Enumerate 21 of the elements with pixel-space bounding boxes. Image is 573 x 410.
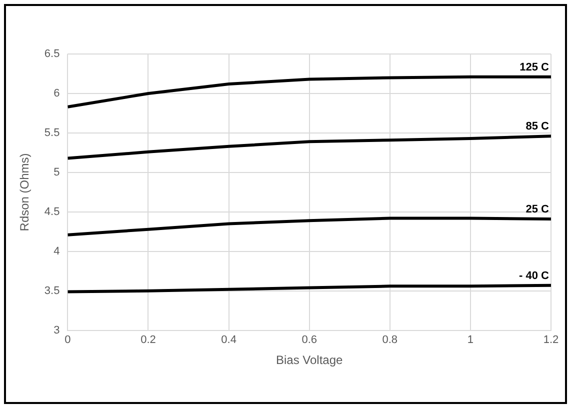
series-label: 125 C	[520, 61, 550, 74]
y-tick-label: 5.5	[44, 127, 60, 140]
x-tick-label: 0.6	[302, 334, 317, 346]
x-tick-label: 0.4	[221, 334, 236, 346]
y-tick-label: 3.5	[44, 284, 60, 297]
series-label: - 40 C	[519, 270, 550, 282]
series-label: 85 C	[526, 120, 550, 133]
x-tick-label: 1.2	[543, 334, 559, 346]
x-axis-title: Bias Voltage	[276, 353, 344, 368]
y-tick-label: 4.5	[44, 206, 60, 218]
y-tick-label: 5	[54, 166, 60, 178]
y-tick-label: 3	[54, 324, 60, 336]
y-tick-label: 6	[54, 88, 60, 100]
x-tick-label: 0.8	[382, 334, 398, 346]
x-tick-label: 0	[64, 334, 71, 346]
y-tick-label: 4	[54, 245, 60, 258]
y-axis-title: Rdson (Ohms)	[18, 153, 32, 232]
y-tick-label: 6.5	[44, 48, 60, 60]
x-tick-label: 0.2	[140, 334, 156, 346]
x-tick-label: 1	[467, 334, 474, 346]
series-label: 25 C	[526, 204, 550, 216]
